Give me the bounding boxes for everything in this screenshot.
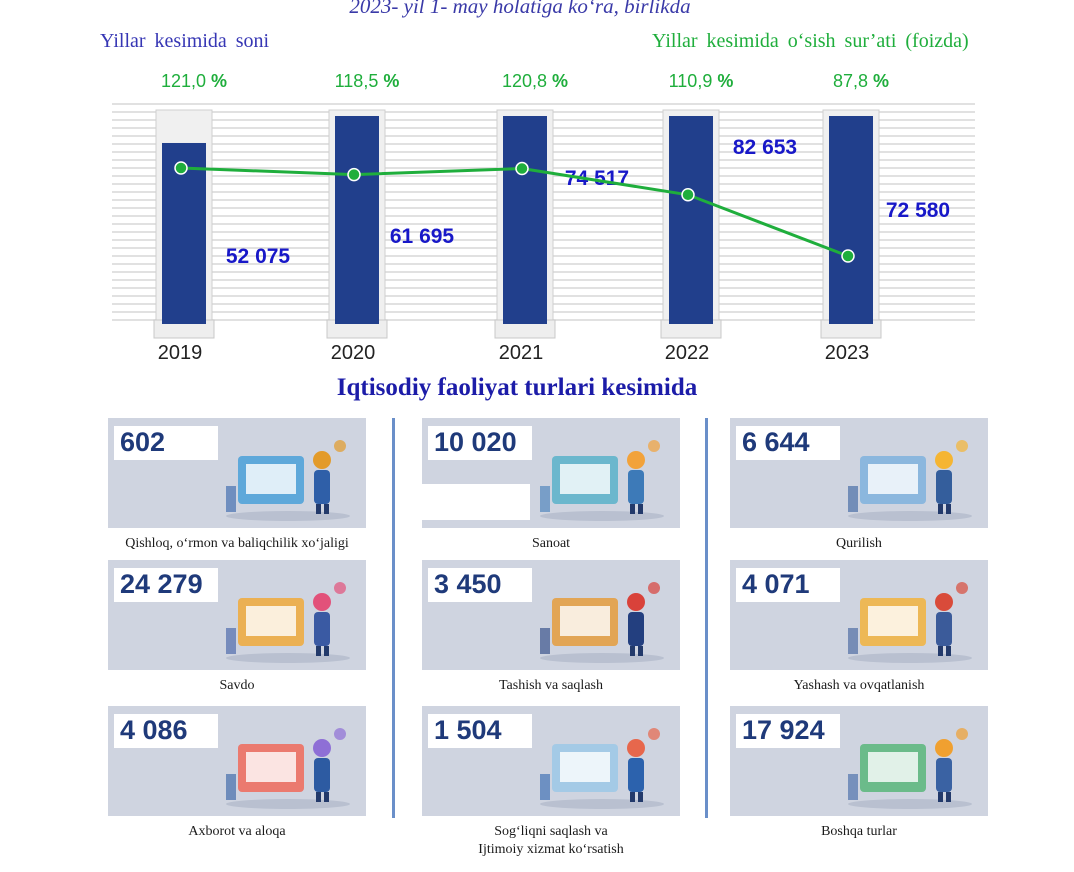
bar (829, 116, 873, 324)
sector-count: 10 020 (428, 426, 532, 460)
growth-point (174, 161, 188, 175)
sector-label: Axborot va aloqa (188, 824, 286, 839)
sector-label: Qishloq, o‘rmon va baliqchilik xo‘jaligi (125, 536, 349, 551)
sector-count: 17 924 (736, 714, 840, 748)
other-illustration (848, 728, 972, 809)
sector-card: 4 071 (730, 560, 988, 670)
sector-card: 1 504 (422, 706, 680, 816)
legend-growth: Yillar kesimida o‘sish sur’ati (foizda) (652, 30, 969, 52)
agriculture-illustration (226, 440, 350, 521)
sector-card: 6 644 (730, 418, 988, 528)
legend-count: Yillar kesimida soni (100, 30, 270, 52)
hospitality-illustration (848, 582, 972, 663)
sectors-title: Iqtisodiy faoliyat turlari kesimida (336, 374, 698, 401)
construction-illustration (848, 440, 972, 521)
sector-label: Yashash va ovqatlanish (793, 678, 925, 693)
sector-label: Boshqa turlar (821, 824, 897, 839)
sector-count: 24 279 (114, 568, 218, 602)
growth-label: 118,5 % (335, 71, 400, 91)
sector-card: 24 279 (108, 560, 366, 670)
sector-count: 4 071 (736, 568, 840, 602)
sector-label: Sanoat (531, 536, 571, 551)
sector-card: 4 086 (108, 706, 366, 816)
growth-point (347, 167, 361, 182)
x-tick-label: 2021 (499, 342, 544, 364)
bar-value-label: 61 695 (390, 225, 455, 248)
bar-value-label: 82 653 (733, 136, 797, 159)
growth-point (841, 249, 855, 263)
bar (335, 116, 379, 324)
sector-card: 10 020 (422, 418, 680, 528)
x-tick-label: 2020 (331, 342, 376, 364)
sector-card: 3 450 (422, 560, 680, 670)
sector-label: Tashish va saqlash (498, 678, 603, 693)
industry-illustration (540, 440, 664, 521)
it-illustration (226, 728, 350, 809)
growth-point (681, 188, 695, 202)
column-divider (705, 418, 708, 818)
sector-label: Sog‘liqni saqlash va Ijtimoiy xizmat ko‘… (478, 824, 624, 857)
sector-label: Savdo (219, 678, 255, 693)
growth-label: 121,0 % (161, 71, 227, 91)
x-tick-label: 2019 (158, 342, 203, 364)
sector-label: Qurilish (836, 536, 882, 551)
growth-label: 110,9 % (669, 71, 734, 91)
sector-count: 602 (114, 426, 218, 460)
sector-count: 4 086 (114, 714, 218, 748)
blank-panel (422, 484, 530, 520)
bar-line-chart: 52 075 2019 121,0 % 61 695 2020 118,5 % 74 517… (112, 71, 975, 364)
health-illustration (540, 728, 664, 809)
trade-illustration (226, 582, 350, 663)
bar-value-label: 72 580 (886, 199, 950, 222)
chart-subtitle: 2023- yil 1- may holatiga ko‘ra, birlikd… (349, 0, 691, 18)
bar-value-label: 74 517 (565, 167, 629, 190)
x-tick-label: 2023 (825, 342, 870, 364)
transport-illustration (540, 582, 664, 663)
sector-count: 1 504 (428, 714, 532, 748)
sector-count: 6 644 (736, 426, 840, 460)
sector-card: 17 924 (730, 706, 988, 816)
sector-count: 3 450 (428, 568, 532, 602)
bar-value-label: 52 075 (226, 245, 291, 268)
growth-label: 120,8 % (502, 71, 568, 91)
bar (503, 116, 547, 324)
x-tick-label: 2022 (665, 342, 710, 364)
bar (669, 116, 713, 324)
column-divider (392, 418, 395, 818)
growth-point (515, 161, 529, 176)
sector-card: 602 (108, 418, 366, 528)
growth-label: 87,8 % (833, 71, 889, 91)
